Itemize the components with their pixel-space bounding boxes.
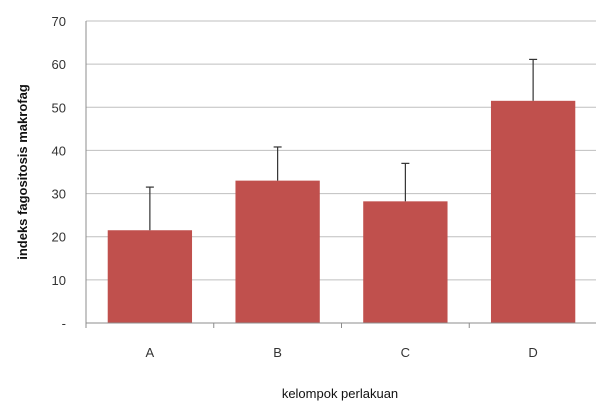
error-bars — [145, 58, 538, 231]
y-tick-label: - — [62, 316, 66, 331]
x-tick-label: C — [401, 345, 410, 360]
y-tick-labels: - 10 20 30 40 50 60 70 — [52, 14, 66, 331]
bar — [235, 180, 320, 323]
y-tick-label: 70 — [52, 14, 66, 29]
x-tick-label: D — [528, 345, 537, 360]
y-tick-label: 30 — [52, 187, 66, 202]
x-tick-label: A — [146, 345, 155, 360]
x-axis-title: kelompok perlakuan — [282, 386, 398, 401]
bar — [107, 230, 193, 323]
x-tick-label: B — [273, 345, 282, 360]
y-tick-label: 50 — [52, 100, 66, 115]
axes — [85, 21, 596, 328]
y-axis-title: indeks fagositosis makrofag — [15, 84, 30, 260]
y-tick-label: 10 — [52, 273, 66, 288]
bars — [107, 100, 576, 323]
x-tick-labels: A B C D — [146, 345, 538, 360]
bar — [490, 100, 576, 323]
y-tick-label: 20 — [52, 230, 66, 245]
y-tick-label: 60 — [52, 57, 66, 72]
bar — [363, 201, 448, 323]
y-tick-label: 40 — [52, 143, 66, 158]
